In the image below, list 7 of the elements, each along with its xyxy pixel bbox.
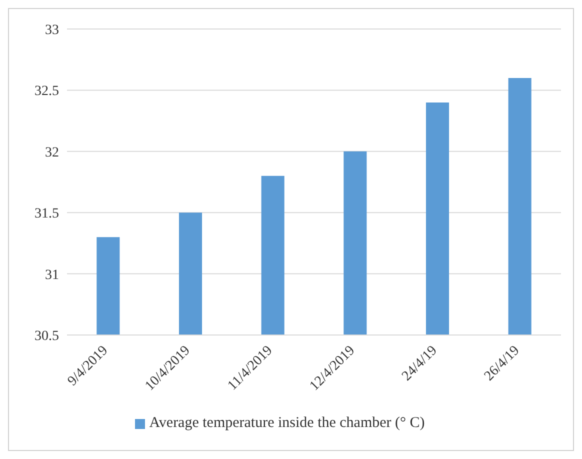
y-tick-label: 32.5 [34,84,59,100]
y-tick-label: 30.5 [34,328,59,344]
y-tick-label: 33 [45,22,59,38]
y-tick-label: 32 [45,145,59,160]
y-tick-label: 31.5 [34,206,59,222]
legend-label: Average temperature inside the chamber (° C) [149,415,425,431]
y-tick-label: 31 [45,268,59,283]
